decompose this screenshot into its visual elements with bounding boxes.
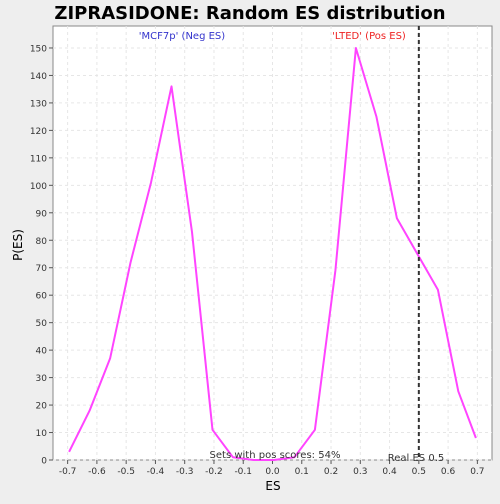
series-layer bbox=[68, 47, 477, 461]
x-tick-label: 0.1 bbox=[295, 467, 309, 477]
x-tick-label: 0.6 bbox=[441, 467, 456, 477]
real-es-label: Real ES 0.5 bbox=[388, 453, 444, 464]
y-tick-label: 20 bbox=[36, 402, 48, 412]
y-tick-label: 110 bbox=[30, 154, 47, 164]
pos-scores-annotation: Sets with pos scores: 54% bbox=[210, 450, 341, 461]
y-tick-label: 80 bbox=[36, 237, 48, 247]
x-tick-label: -0.2 bbox=[205, 467, 223, 477]
x-tick-label: 0.4 bbox=[382, 467, 397, 477]
x-tick-label: 0.3 bbox=[353, 467, 367, 477]
y-tick-label: 90 bbox=[36, 209, 48, 219]
y-tick-label: 10 bbox=[36, 429, 48, 439]
x-tick-label: -0.6 bbox=[88, 467, 106, 477]
x-tick-label: 0.2 bbox=[324, 467, 338, 477]
y-tick-label: 130 bbox=[30, 99, 47, 109]
grid-layer bbox=[53, 26, 492, 461]
y-tick-label: 30 bbox=[36, 374, 48, 384]
y-tick-label: 120 bbox=[30, 127, 47, 137]
y-tick-label: 50 bbox=[36, 319, 48, 329]
x-tick-label: -0.1 bbox=[234, 467, 252, 477]
x-tick-label: -0.7 bbox=[59, 467, 77, 477]
y-tick-label: 60 bbox=[36, 292, 48, 302]
y-tick-label: 140 bbox=[30, 72, 47, 82]
x-tick-label: 0.0 bbox=[265, 467, 280, 477]
neg-es-annotation: 'MCF7p' (Neg ES) bbox=[139, 31, 225, 42]
x-tick-label: -0.3 bbox=[176, 467, 194, 477]
y-tick-label: 0 bbox=[41, 457, 47, 467]
y-axis-label: P(ES) bbox=[11, 229, 25, 261]
x-axis-label: ES bbox=[265, 479, 280, 493]
y-tick-label: 150 bbox=[30, 44, 47, 54]
chart-title: ZIPRASIDONE: Random ES distribution bbox=[54, 3, 445, 24]
x-tick-label: 0.5 bbox=[412, 467, 426, 477]
x-tick-label: -0.4 bbox=[147, 467, 165, 477]
y-tick-label: 70 bbox=[36, 264, 48, 274]
y-tick-label: 40 bbox=[36, 347, 48, 357]
es-distribution-line bbox=[68, 47, 477, 461]
y-tick-label: 100 bbox=[30, 182, 47, 192]
tick-layer: -0.7 -0.6 -0.5 -0.4 -0.3 -0.2 -0.1 0.0 0.1 0.2 0.3… bbox=[30, 44, 485, 477]
pos-es-annotation: 'LTED' (Pos ES) bbox=[332, 31, 406, 42]
x-tick-label: 0.7 bbox=[470, 467, 484, 477]
x-tick-label: -0.5 bbox=[117, 467, 135, 477]
